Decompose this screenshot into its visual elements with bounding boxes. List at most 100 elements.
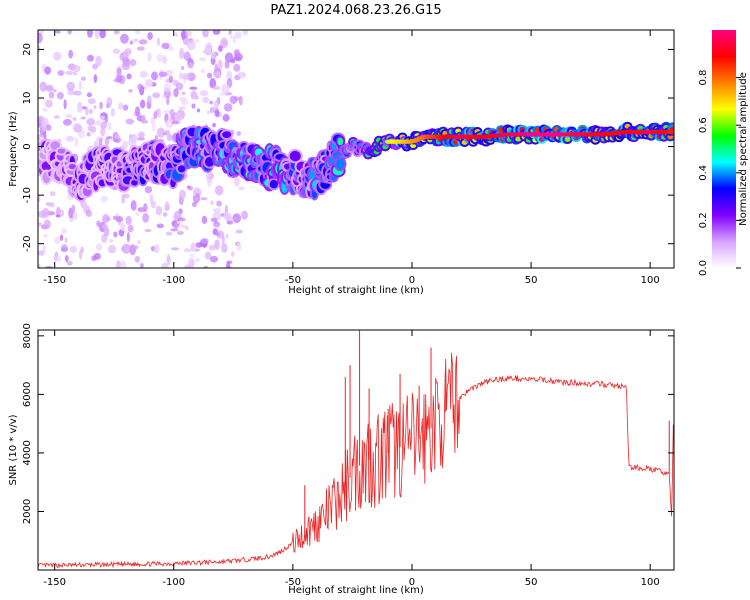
ridge-blob	[336, 159, 345, 170]
noise-speckle	[139, 70, 149, 78]
noise-speckle	[198, 57, 207, 61]
noise-speckle	[80, 76, 86, 81]
noise-speckle	[224, 60, 230, 69]
noise-speckle	[62, 118, 72, 126]
noise-speckle	[195, 95, 199, 100]
noise-speckle	[53, 253, 58, 261]
noise-speckle	[134, 106, 141, 117]
noise-speckle	[214, 239, 220, 250]
noise-speckle	[223, 103, 233, 112]
noise-speckle	[120, 222, 125, 232]
noise-speckle	[45, 84, 54, 92]
noise-speckle	[94, 30, 100, 40]
noise-speckle	[203, 265, 209, 268]
noise-speckle	[93, 105, 97, 110]
noise-speckle	[99, 30, 106, 39]
noise-speckle	[179, 47, 185, 59]
noise-speckle	[238, 95, 243, 106]
noise-speckle	[183, 51, 191, 62]
noise-speckle	[128, 89, 133, 93]
noise-speckle	[134, 30, 141, 35]
noise-speckle	[225, 233, 229, 239]
noise-speckle	[214, 185, 224, 196]
noise-speckle	[68, 49, 74, 59]
ridge-blob	[204, 157, 215, 167]
noise-speckle	[171, 120, 180, 125]
noise-speckle	[142, 213, 150, 223]
noise-speckle	[44, 66, 52, 75]
noise-speckle	[232, 56, 241, 61]
noise-speckle	[195, 248, 200, 252]
noise-speckle	[229, 95, 238, 105]
figure-title: PAZ1.2024.068.23.26.G15	[270, 3, 441, 18]
noise-speckle	[114, 133, 120, 140]
snr-spikes	[304, 330, 670, 534]
noise-speckle	[195, 242, 203, 248]
noise-speckle	[235, 229, 243, 234]
noise-speckle	[126, 73, 132, 80]
noise-speckle	[212, 30, 221, 35]
spectrogram-y-label: Frequency (Hz)	[8, 111, 19, 187]
noise-speckle	[166, 254, 171, 265]
noise-speckle	[136, 212, 140, 216]
noise-speckle	[82, 106, 87, 110]
noise-speckle	[122, 104, 129, 111]
snr-x-label: Height of straight line (km)	[288, 585, 424, 596]
noise-speckle	[106, 136, 113, 140]
noise-speckle	[63, 99, 67, 110]
snr-panel: -150 -100 -50 0 50 100 2000 4000 6000 8000 Heigh…	[8, 323, 675, 596]
noise-speckle	[140, 262, 144, 268]
y-tick-label: 20	[22, 43, 33, 56]
noise-speckle	[112, 48, 121, 54]
noise-speckle	[113, 231, 118, 238]
noise-speckle	[226, 70, 233, 82]
noise-speckle	[181, 65, 185, 70]
noise-speckle	[200, 197, 208, 201]
noise-speckle	[72, 211, 78, 221]
x-tick-label: 100	[641, 577, 660, 588]
noise-speckle	[86, 92, 93, 98]
noise-speckle	[102, 213, 110, 224]
noise-speckle	[177, 217, 186, 222]
ridge-blob	[131, 179, 138, 186]
noise-speckle	[216, 200, 222, 207]
noise-speckle	[183, 248, 192, 253]
band-core	[667, 129, 674, 135]
noise-speckle	[169, 108, 175, 118]
noise-speckle	[55, 214, 61, 218]
noise-speckle	[168, 75, 174, 84]
noise-speckle	[236, 131, 242, 136]
noise-speckle	[195, 257, 200, 263]
noise-speckle	[112, 215, 118, 220]
noise-speckle	[161, 42, 170, 50]
noise-speckle	[42, 207, 50, 218]
noise-speckle	[89, 125, 97, 133]
ridge-blob	[269, 179, 278, 189]
spectrogram-y-ticks: -20 -10 0 10 20	[22, 43, 674, 252]
noise-speckle	[168, 42, 172, 51]
noise-speckle	[107, 244, 117, 254]
ridge-blob	[222, 131, 232, 139]
noise-speckle	[179, 224, 187, 228]
noise-speckle	[221, 40, 229, 46]
noise-speckle	[229, 35, 238, 40]
colorbar-tick-label: 0.4	[698, 165, 709, 181]
noise-speckle	[49, 202, 55, 208]
noise-speckle	[232, 213, 242, 224]
noise-speckle	[208, 174, 213, 178]
noise-speckle	[54, 115, 60, 119]
noise-speckle	[87, 30, 93, 38]
noise-speckle	[151, 71, 159, 81]
noise-speckle	[45, 99, 53, 108]
noise-speckle	[132, 38, 139, 43]
noise-speckle	[166, 133, 173, 141]
noise-speckle	[59, 209, 65, 217]
noise-speckle	[215, 232, 221, 236]
noise-speckle	[139, 99, 146, 109]
noise-speckle	[209, 106, 215, 114]
snr-y-label: SNR (10 * v/v)	[8, 414, 19, 485]
noise-speckle	[217, 44, 223, 52]
colorbar: 0.0 0.2 0.4 0.6 0.8 Normalized spectral ampl…	[698, 30, 749, 276]
snr-series-line	[37, 352, 674, 569]
noise-speckle	[192, 192, 197, 196]
